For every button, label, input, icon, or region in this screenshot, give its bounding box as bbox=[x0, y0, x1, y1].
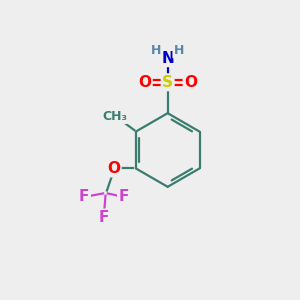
Text: N: N bbox=[161, 51, 174, 66]
Text: S: S bbox=[162, 75, 173, 90]
Text: F: F bbox=[118, 189, 129, 204]
Text: O: O bbox=[184, 75, 197, 90]
Text: O: O bbox=[138, 75, 151, 90]
Text: H: H bbox=[174, 44, 184, 57]
Text: F: F bbox=[99, 210, 109, 225]
Text: H: H bbox=[151, 44, 162, 57]
Text: O: O bbox=[107, 161, 120, 176]
Text: CH₃: CH₃ bbox=[102, 110, 127, 123]
Text: F: F bbox=[79, 189, 89, 204]
